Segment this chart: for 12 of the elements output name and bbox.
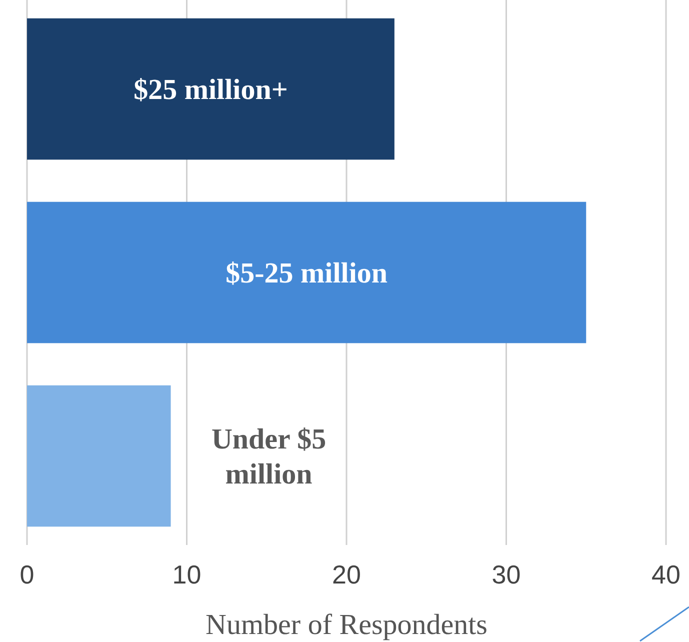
bar xyxy=(27,18,394,160)
x-tick-label: 10 xyxy=(172,559,202,590)
y-tick-label: $25 million+ xyxy=(134,74,288,106)
bar xyxy=(27,385,171,527)
y-tick-label: $5-25 million xyxy=(226,258,388,290)
bar xyxy=(27,202,586,344)
x-tick-label: 0 xyxy=(20,559,34,590)
x-tick-label: 20 xyxy=(332,559,361,590)
x-tick-label: 40 xyxy=(652,559,680,590)
x-tick-label: 30 xyxy=(492,559,521,590)
y-tick-label: Under $5 million xyxy=(211,424,326,491)
x-axis-title: Number of Respondents xyxy=(206,609,488,641)
